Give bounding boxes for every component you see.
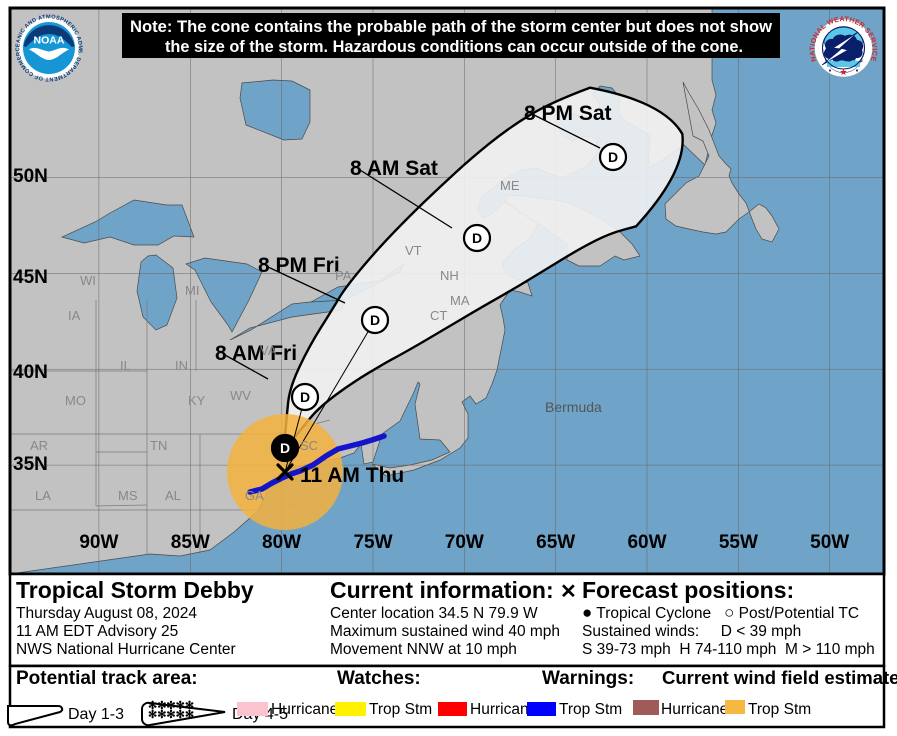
svg-text:Hurricane: Hurricane	[661, 701, 728, 718]
svg-text:Current wind field estimate:: Current wind field estimate:	[662, 667, 897, 688]
svg-text:TN: TN	[150, 438, 167, 453]
svg-text:KY: KY	[188, 393, 206, 408]
svg-text:D: D	[300, 389, 310, 405]
svg-text:Movement NNW at 10 mph: Movement NNW at 10 mph	[330, 641, 517, 658]
svg-text:35N: 35N	[13, 454, 48, 475]
svg-text:LA: LA	[35, 488, 51, 503]
svg-text:11 AM EDT Advisory 25: 11 AM EDT Advisory 25	[16, 623, 178, 640]
svg-text:IA: IA	[68, 308, 81, 323]
svg-text:50W: 50W	[810, 532, 849, 553]
svg-text:Note: The cone contains the pr: Note: The cone contains the probable pat…	[130, 18, 772, 36]
svg-text:S 39-73 mph H 74-110 mph M >: S 39-73 mph H 74-110 mph M > 110 mph	[582, 641, 875, 658]
svg-text:VT: VT	[405, 243, 422, 258]
svg-text:● Tropical Cyclone ○ Post/Po: ● Tropical Cyclone ○ Post/Potential TC	[582, 603, 859, 622]
svg-text:Center location 34.5 N 79.9 W: Center location 34.5 N 79.9 W	[330, 605, 538, 622]
svg-text:WV: WV	[230, 388, 251, 403]
svg-text:GA: GA	[245, 488, 264, 503]
svg-text:MA: MA	[450, 293, 470, 308]
svg-text:75W: 75W	[353, 532, 392, 553]
svg-text:8 PM Fri: 8 PM Fri	[258, 254, 340, 277]
svg-text:Thursday August 08, 2024: Thursday August 08, 2024	[16, 605, 197, 622]
svg-text:Potential track area:: Potential track area:	[16, 668, 198, 689]
svg-text:11 AM Thu: 11 AM Thu	[300, 464, 404, 487]
svg-text:SC: SC	[300, 438, 318, 453]
svg-text:8 AM Sat: 8 AM Sat	[350, 157, 438, 180]
svg-text:8 AM Fri: 8 AM Fri	[215, 342, 297, 365]
svg-text:Warnings:: Warnings:	[542, 668, 634, 689]
svg-text:AL: AL	[165, 488, 181, 503]
svg-text:Day 1-3: Day 1-3	[68, 706, 124, 723]
svg-text:Current information: ✕: Current information: ✕	[330, 577, 577, 603]
svg-text:60W: 60W	[627, 532, 666, 553]
svg-text:IL: IL	[120, 358, 131, 373]
svg-text:NWS National Hurricane Center: NWS National Hurricane Center	[16, 641, 236, 658]
svg-text:NOAA: NOAA	[34, 35, 65, 47]
svg-text:Watches:: Watches:	[337, 668, 421, 689]
svg-text:Trop Stm: Trop Stm	[369, 701, 432, 718]
svg-text:NH: NH	[440, 268, 459, 283]
svg-text:AR: AR	[30, 438, 48, 453]
svg-text:80W: 80W	[262, 532, 301, 553]
svg-text:Sustained winds: D < 39 mp: Sustained winds: D < 39 mph	[582, 623, 801, 640]
svg-text:55W: 55W	[719, 532, 758, 553]
svg-text:MS: MS	[118, 488, 138, 503]
svg-text:Trop Stm: Trop Stm	[748, 701, 811, 718]
svg-text:WI: WI	[80, 273, 96, 288]
svg-text:D: D	[608, 149, 618, 165]
svg-text:✻✻✻✻✻ ✻✻✻✻✻: ✻✻✻✻✻ ✻✻✻✻✻	[148, 700, 197, 721]
svg-text:40N: 40N	[13, 362, 48, 383]
svg-text:Tropical Storm Debby: Tropical Storm Debby	[16, 577, 254, 603]
svg-text:CT: CT	[430, 308, 447, 323]
svg-text:8 PM Sat: 8 PM Sat	[524, 102, 612, 125]
svg-text:Trop Stm: Trop Stm	[559, 701, 622, 718]
svg-text:Forecast positions:: Forecast positions:	[582, 577, 794, 603]
svg-text:PA: PA	[335, 268, 352, 283]
svg-text:Bermuda: Bermuda	[545, 399, 602, 415]
svg-text:IN: IN	[175, 358, 188, 373]
svg-text:45N: 45N	[13, 267, 48, 288]
svg-text:D: D	[370, 312, 380, 328]
svg-text:Maximum sustained wind 40 mph: Maximum sustained wind 40 mph	[330, 623, 560, 640]
svg-text:D: D	[280, 440, 290, 456]
svg-text:70W: 70W	[445, 532, 484, 553]
svg-text:MO: MO	[65, 393, 86, 408]
svg-text:90W: 90W	[79, 532, 118, 553]
svg-text:VA: VA	[260, 343, 277, 358]
svg-text:the size of the storm. Hazardo: the size of the storm. Hazardous conditi…	[165, 38, 743, 56]
svg-text:85W: 85W	[171, 532, 210, 553]
svg-text:Hurricane: Hurricane	[271, 701, 338, 718]
svg-text:MI: MI	[185, 283, 199, 298]
svg-text:D: D	[472, 230, 482, 246]
svg-text:ME: ME	[500, 178, 520, 193]
svg-text:65W: 65W	[536, 532, 575, 553]
svg-text:50N: 50N	[13, 166, 48, 187]
